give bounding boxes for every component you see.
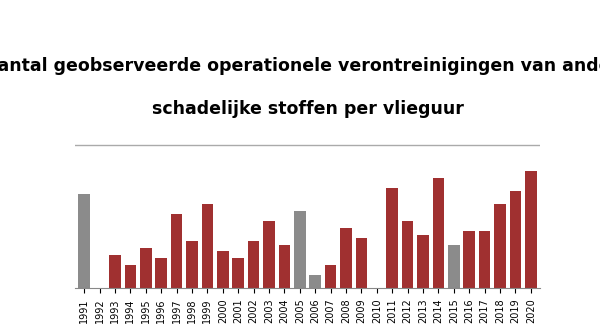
Text: schadelijke stoffen per vlieguur: schadelijke stoffen per vlieguur	[152, 100, 463, 118]
Bar	[417, 235, 429, 288]
Bar	[463, 231, 475, 288]
Bar	[278, 245, 290, 288]
Bar	[186, 241, 198, 288]
Bar	[325, 265, 337, 288]
Bar	[294, 211, 305, 288]
Bar	[433, 178, 444, 288]
Bar	[79, 194, 90, 288]
Bar	[202, 204, 213, 288]
Bar	[217, 251, 229, 288]
Bar	[248, 241, 259, 288]
Bar	[356, 238, 367, 288]
Bar	[479, 231, 490, 288]
Bar	[448, 245, 460, 288]
Bar	[386, 188, 398, 288]
Bar	[525, 171, 536, 288]
Bar	[232, 258, 244, 288]
Bar	[509, 191, 521, 288]
Bar	[263, 221, 275, 288]
Bar	[402, 221, 413, 288]
Bar	[155, 258, 167, 288]
Bar	[125, 265, 136, 288]
Bar	[109, 255, 121, 288]
Bar	[140, 248, 152, 288]
Bar	[310, 275, 321, 288]
Text: Aantal geobserveerde operationele verontreinigingen van andere: Aantal geobserveerde operationele veront…	[0, 57, 600, 75]
Bar	[494, 204, 506, 288]
Bar	[171, 214, 182, 288]
Bar	[340, 228, 352, 288]
